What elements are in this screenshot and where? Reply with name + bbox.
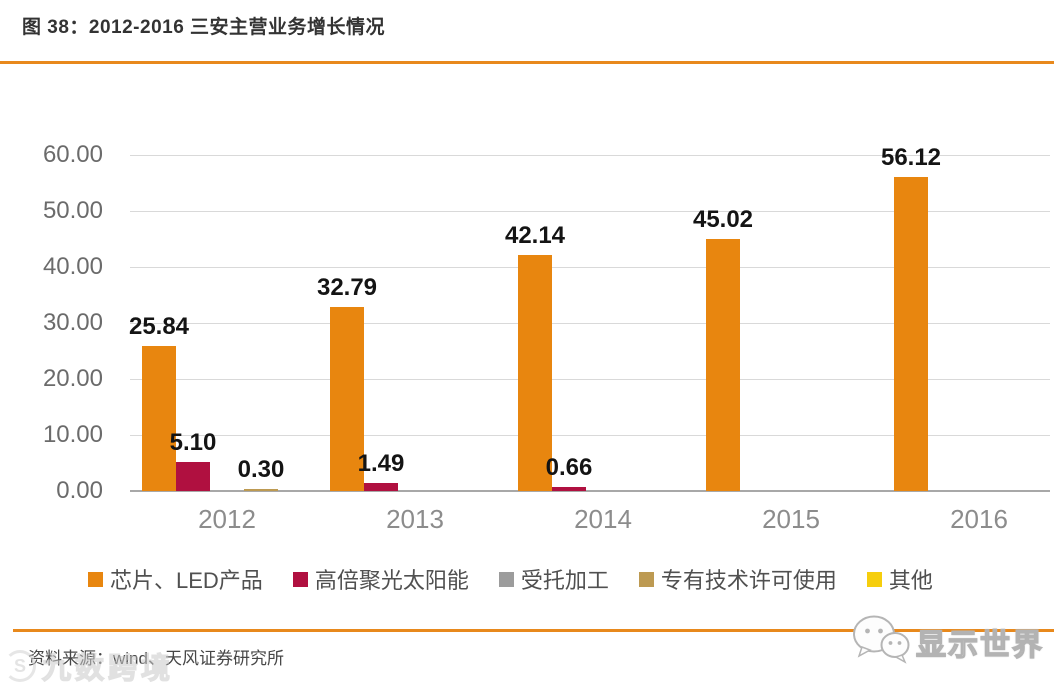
gridline (130, 435, 1050, 436)
figure-title: 图 38：2012-2016 三安主营业务增长情况 (22, 17, 386, 38)
legend-label: 受托加工 (520, 568, 609, 593)
y-tick-label: 60.00 (42, 141, 103, 168)
bar-芯片、LED产品-2013 (330, 307, 364, 491)
x-tick-label: 2015 (762, 504, 820, 534)
bar-芯片、LED产品-2015 (706, 239, 740, 491)
y-tick-label: 20.00 (42, 365, 103, 392)
legend-label: 其他 (888, 568, 933, 593)
legend-item-其他: 其他 (866, 563, 933, 595)
legend-item-高倍聚光太阳能: 高倍聚光太阳能 (292, 563, 469, 595)
chart-legend: 芯片、LED产品 高倍聚光太阳能 受托加工 专有技术许可使用 其他 (88, 563, 1046, 595)
bar-value-label: 42.14 (504, 222, 566, 249)
legend-label: 专有技术许可使用 (660, 568, 837, 593)
bar-专有技术许可使用-2012 (244, 489, 278, 491)
bar-value-label: 56.12 (880, 144, 942, 171)
legend-swatch-icon (638, 571, 654, 587)
source-note: 资料来源：wind、天风证券研究所 (28, 649, 284, 668)
legend-item-专有技术许可使用: 专有技术许可使用 (638, 563, 837, 595)
y-tick-label: 30.00 (42, 309, 103, 336)
bottom-divider (13, 629, 1054, 632)
legend-swatch-icon (88, 571, 103, 587)
x-tick-label: 2016 (950, 504, 1008, 534)
y-tick-label: 50.00 (42, 197, 103, 224)
y-tick-label: 40.00 (42, 253, 103, 280)
gridline (130, 155, 1050, 156)
legend-swatch-icon (866, 571, 882, 587)
bar-chart-plot-area: 25.84 32.79 42.14 45.02 56.12 5.10 1.49 0.66 0.3… (128, 144, 1050, 492)
bar-value-label: 45.02 (692, 206, 754, 233)
bar-芯片、LED产品-2012 (142, 346, 176, 491)
bar-高倍聚光太阳能-2014 (552, 487, 586, 491)
legend-item-芯片、LED产品: 芯片、LED产品 (88, 563, 263, 595)
bar-value-label: 5.10 (169, 429, 217, 456)
x-tick-label: 2014 (574, 504, 632, 534)
wechat-bubbles-icon (850, 612, 912, 671)
y-tick-label: 0.00 (56, 477, 103, 504)
legend-swatch-icon (498, 571, 514, 587)
brand-name: 显示世界 (915, 628, 1044, 662)
bar-value-label: 25.84 (128, 313, 190, 340)
x-axis-baseline (130, 490, 1050, 492)
gridline (130, 323, 1050, 324)
bar-高倍聚光太阳能-2013 (364, 483, 398, 491)
bar-value-label: 0.30 (237, 456, 285, 483)
legend-swatch-icon (292, 571, 308, 587)
x-tick-label: 2013 (386, 504, 444, 534)
gridline (130, 211, 1050, 212)
legend-item-受托加工: 受托加工 (498, 563, 609, 595)
x-tick-label: 2012 (198, 504, 256, 534)
bar-value-label: 32.79 (316, 274, 378, 301)
brand-logo: 显示世界 (850, 612, 1044, 671)
gridline (130, 267, 1050, 268)
gridline (130, 379, 1050, 380)
legend-label: 高倍聚光太阳能 (314, 568, 469, 593)
legend-label: 芯片、LED产品 (110, 568, 263, 593)
bar-芯片、LED产品-2014 (518, 255, 552, 491)
bar-高倍聚光太阳能-2012 (176, 462, 210, 491)
y-tick-label: 10.00 (42, 421, 103, 448)
bar-value-label: 1.49 (357, 450, 405, 477)
bar-value-label: 0.66 (545, 454, 593, 481)
top-divider (0, 61, 1054, 64)
bar-芯片、LED产品-2016 (894, 177, 928, 491)
